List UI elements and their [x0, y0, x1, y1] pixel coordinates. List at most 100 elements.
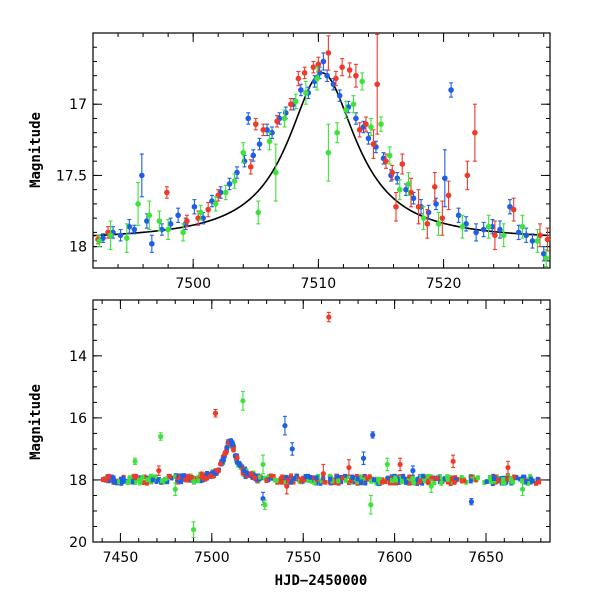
data-point: [519, 223, 526, 230]
data-point: [500, 232, 507, 239]
x-tick-label: 7520: [426, 276, 462, 292]
data-point: [505, 464, 511, 471]
data-point: [156, 218, 163, 224]
bottom-y-axis-label: Magnitude: [28, 384, 44, 460]
data-point: [359, 78, 365, 85]
data-point: [368, 124, 374, 130]
data-point: [172, 486, 178, 492]
data-point: [399, 479, 405, 485]
data-point: [519, 486, 526, 492]
data-point: [411, 480, 417, 486]
data-point: [96, 238, 103, 244]
data-point: [468, 478, 474, 484]
data-point: [410, 195, 417, 202]
data-point: [164, 189, 170, 196]
data-point: [358, 479, 364, 485]
data-point: [212, 201, 219, 207]
data-point: [180, 473, 185, 479]
data-point: [180, 229, 186, 236]
data-point: [126, 478, 132, 484]
data-point: [324, 72, 330, 79]
data-point: [144, 218, 150, 224]
x-tick-label: 7650: [468, 550, 504, 566]
data-point: [420, 473, 426, 479]
data-point: [325, 149, 332, 156]
data-point: [468, 499, 474, 505]
bottom-plot-frame: [92, 299, 551, 543]
data-point: [464, 172, 471, 179]
data-point: [292, 476, 297, 481]
x-tick-label: 7500: [194, 550, 230, 566]
data-point: [314, 475, 319, 480]
bottom-axis-ticks: 7450 7500 7550 7600 7650 14 16 18 20: [69, 300, 550, 566]
data-point: [288, 101, 294, 108]
data-point: [371, 477, 377, 482]
data-point: [529, 238, 536, 244]
data-point: [165, 226, 171, 233]
data-point: [103, 478, 109, 483]
data-point: [508, 476, 513, 481]
data-point: [119, 479, 125, 484]
bottom-panel: 7450 7500 7550 7600 7650 14 16 18 20 Magnitude H…: [28, 299, 551, 589]
data-point: [343, 107, 349, 113]
data-point: [310, 64, 317, 70]
data-point: [175, 212, 181, 219]
data-point: [334, 129, 340, 136]
data-point: [107, 232, 114, 239]
data-point: [350, 101, 357, 108]
data-point: [336, 92, 343, 99]
data-point: [150, 477, 155, 483]
data-point: [222, 189, 229, 196]
data-point: [523, 232, 530, 239]
data-point: [410, 468, 416, 474]
data-point: [353, 115, 359, 122]
data-point: [543, 255, 550, 261]
data-point: [159, 478, 165, 484]
data-point: [334, 474, 339, 480]
data-point: [473, 229, 479, 236]
data-point: [442, 175, 448, 182]
data-point: [519, 478, 525, 484]
data-point: [184, 218, 190, 224]
data-point: [212, 410, 219, 416]
data-point: [432, 184, 438, 190]
y-tick-label: 17.5: [56, 168, 87, 184]
data-point: [360, 455, 367, 461]
data-point: [537, 232, 543, 239]
data-point: [389, 169, 396, 176]
data-point: [137, 478, 142, 483]
data-point: [356, 127, 363, 133]
data-point: [298, 87, 304, 93]
data-point: [189, 475, 194, 480]
data-point: [346, 67, 353, 73]
data-point: [368, 502, 374, 508]
x-tick-label: 7550: [285, 550, 321, 566]
data-point: [283, 109, 289, 116]
data-point: [484, 479, 489, 484]
data-point: [214, 467, 220, 473]
data-point: [515, 229, 522, 236]
data-point: [425, 209, 432, 216]
data-point: [158, 433, 164, 440]
data-point: [183, 477, 189, 483]
data-point: [314, 75, 320, 82]
data-point: [403, 480, 409, 485]
data-point: [271, 474, 276, 479]
data-point: [191, 203, 198, 210]
data-point: [262, 502, 268, 508]
data-point: [336, 478, 341, 484]
data-point: [435, 221, 442, 227]
data-point: [370, 141, 377, 147]
data-point: [434, 476, 440, 481]
data-point: [500, 477, 506, 482]
data-point: [279, 474, 285, 480]
data-point: [245, 115, 252, 122]
data-point: [536, 479, 542, 485]
data-point: [455, 212, 462, 219]
data-point: [132, 458, 138, 464]
data-point: [370, 432, 376, 438]
model-fit-line: [92, 72, 549, 237]
x-tick-label: 7600: [377, 550, 413, 566]
data-point: [224, 445, 230, 451]
data-point: [167, 221, 174, 227]
